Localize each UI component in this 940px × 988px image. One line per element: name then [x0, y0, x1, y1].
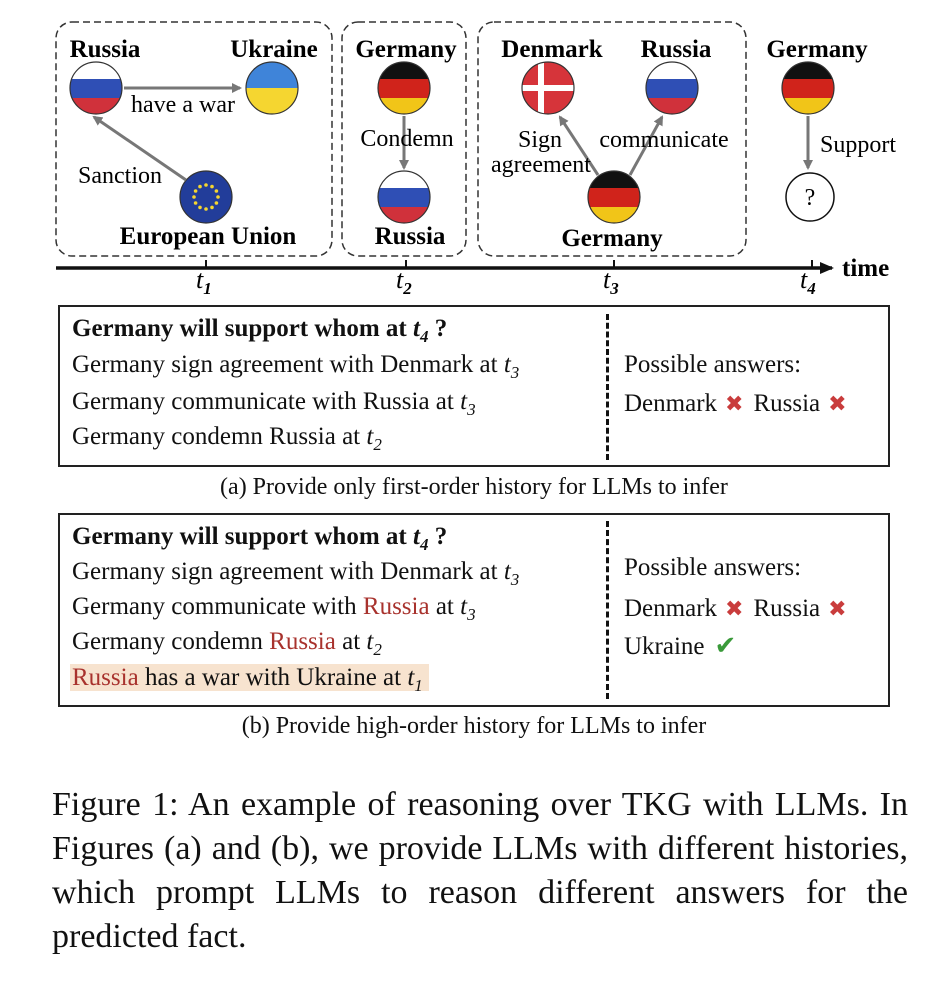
node-label-ukraine: Ukraine — [230, 36, 318, 63]
panel-b-divider — [606, 521, 609, 699]
germany-flag-icon — [588, 171, 640, 223]
edge-sanction — [92, 115, 187, 182]
node-label-germany-3: Germany — [561, 225, 663, 252]
panel-a-history-1: Germany sign agreement with Denmark at t… — [72, 351, 520, 382]
node-label-germany-4: Germany — [766, 36, 868, 63]
node-label-eu: European Union — [120, 223, 297, 250]
group-box-t2 — [341, 21, 467, 257]
ukraine-flag-icon — [246, 62, 298, 114]
group-box-t1 — [55, 21, 333, 257]
panel-b-history-3: Germany condemn Russia at t2 — [72, 628, 382, 659]
panel-b-answers-label: Possible answers: — [624, 554, 802, 581]
cross-icon: ✖ — [828, 392, 847, 417]
answer-russia: Russia — [753, 595, 821, 622]
answer-russia: Russia — [753, 390, 821, 417]
eu-stars — [192, 183, 220, 211]
panel-a-answers-label: Possible answers: — [624, 351, 802, 378]
unknown-node-label: ? — [805, 185, 816, 211]
germany-flag-icon — [782, 62, 834, 114]
germany-flag-icon — [378, 62, 430, 114]
panel-a-history-2: Germany communicate with Russia at t3 — [72, 388, 476, 419]
node-label-russia-2: Russia — [375, 223, 446, 250]
eu-flag-icon — [180, 171, 232, 223]
panel-a-history-3: Germany condemn Russia at t2 — [72, 423, 382, 454]
answer-denmark: Denmark — [624, 595, 718, 622]
node-label-germany-2: Germany — [355, 36, 457, 63]
panel-a-divider — [606, 314, 609, 460]
figure-caption: Figure 1: An example of reasoning over T… — [52, 786, 908, 955]
panel-a-answers: Denmark ✖ Russia ✖ — [624, 389, 857, 420]
node-label-denmark: Denmark — [501, 36, 602, 63]
timeline-tick-t4: t4 — [800, 265, 816, 298]
edge-label-condemn: Condemn — [360, 126, 453, 152]
panel-a-question: Germany will support whom at t4 ? — [72, 315, 448, 346]
panel-b-history-4-highlighted: Russia has a war with Ukraine at t1 — [70, 663, 429, 701]
edge-label-sign: Sign — [518, 127, 562, 153]
edge-label-have-a-war: have a war — [131, 92, 235, 118]
panel-b-question: Germany will support whom at t4 ? — [72, 523, 448, 554]
russia-flag-icon — [646, 62, 698, 114]
timeline-label: time — [842, 255, 889, 282]
panel-a-box — [58, 305, 890, 467]
cross-icon: ✖ — [725, 597, 744, 622]
panel-b-history-2: Germany communicate with Russia at t3 — [72, 593, 476, 624]
edge-label-communicate: communicate — [599, 127, 728, 153]
panel-b-answer-correct: Ukraine ✔ — [624, 631, 736, 662]
edge-label-sanction: Sanction — [78, 163, 162, 189]
answer-ukraine: Ukraine — [624, 633, 705, 660]
check-icon: ✔ — [714, 631, 737, 661]
group-box-t3 — [477, 21, 747, 257]
timeline-tick-t1: t1 — [196, 265, 212, 298]
russia-flag-icon — [70, 62, 122, 114]
edge-communicate — [628, 115, 664, 176]
panel-b-history-1: Germany sign agreement with Denmark at t… — [72, 558, 520, 589]
timeline-tick-t2: t2 — [396, 265, 412, 298]
tkg-diagram: Russia Ukraine European Union have a war… — [55, 21, 896, 298]
timeline-tick-t3: t3 — [603, 265, 619, 298]
denmark-flag-icon — [522, 62, 574, 114]
node-label-russia-1: Russia — [70, 36, 141, 63]
node-label-russia-3: Russia — [641, 36, 712, 63]
panel-a-caption: (a) Provide only first-order history for… — [220, 474, 728, 500]
russia-flag-icon — [378, 171, 430, 223]
answer-denmark: Denmark — [624, 390, 718, 417]
panel-b-answers: Denmark ✖ Russia ✖ — [624, 594, 857, 625]
edge-sign-agreement — [558, 115, 600, 176]
edge-label-agreement: agreement — [491, 152, 591, 178]
unknown-node — [785, 172, 835, 222]
cross-icon: ✖ — [725, 392, 744, 417]
cross-icon: ✖ — [828, 597, 847, 622]
edge-label-support: Support — [820, 132, 896, 158]
panel-b-caption: (b) Provide high-order history for LLMs … — [241, 713, 707, 739]
